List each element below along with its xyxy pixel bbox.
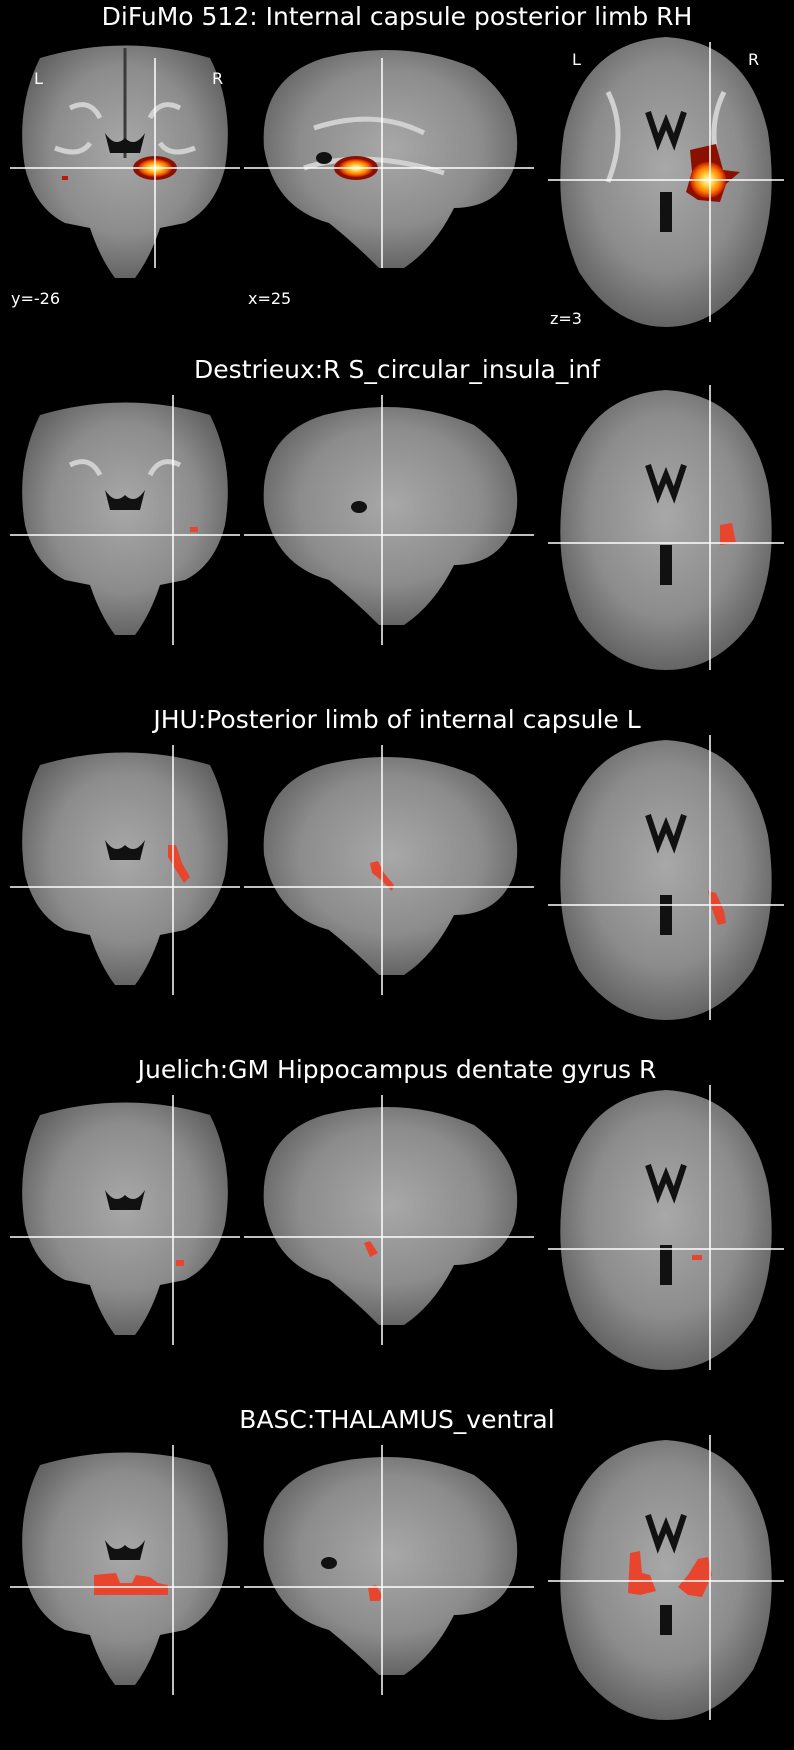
axial-left-label: L [572,50,581,69]
coronal-view [10,1095,240,1355]
axial-right-label: R [748,50,760,69]
axial-view [548,735,784,1025]
coronal-view [10,1445,240,1705]
sagittal-view [244,38,534,298]
panel-title: BASC:THALAMUS_ventral [239,1405,555,1434]
panel-difumo: DiFuMo 512: Internal capsule posterior l… [0,0,794,350]
panel-jhu: JHU:Posterior limb of internal capsule L [0,700,794,1050]
axial-view [548,1435,784,1725]
right-label: R [212,69,224,88]
coronal-view [10,745,240,1005]
panel-title: Destrieux:R S_circular_insula_inf [194,355,600,384]
axial-view [548,385,784,675]
sagittal-view [244,745,534,1005]
sagittal-view [244,1095,534,1355]
coronal-view [10,38,240,298]
axial-coord-label: z=3 [550,309,582,328]
panel-title: DiFuMo 512: Internal capsule posterior l… [101,2,693,31]
panel-title: JHU:Posterior limb of internal capsule L [153,705,641,734]
panel-juelich: Juelich:GM Hippocampus dentate gyrus R [0,1050,794,1400]
panel-basc: BASC:THALAMUS_ventral [0,1400,794,1750]
axial-view [548,32,784,332]
coronal-view [10,395,240,655]
sagittal-coord-label: x=25 [248,289,292,308]
coronal-coord-label: y=-26 [11,289,61,308]
panel-destrieux: Destrieux:R S_circular_insula_inf [0,350,794,700]
left-label: L [34,69,43,88]
panel-title: Juelich:GM Hippocampus dentate gyrus R [137,1055,657,1084]
axial-view [548,1085,784,1375]
sagittal-view [244,395,534,655]
sagittal-view [244,1445,534,1705]
